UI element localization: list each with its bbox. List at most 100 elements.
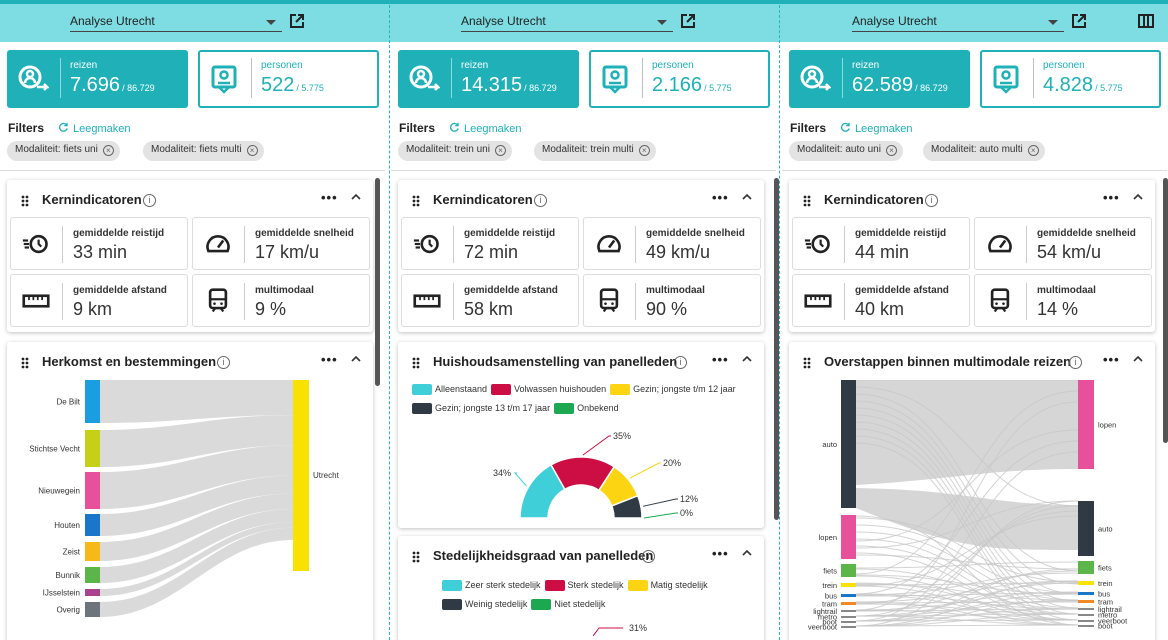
more-options-icon[interactable]: ••• [1103,190,1120,205]
legend-item[interactable]: Gezin; jongste 13 t/m 17 jaar [412,403,550,415]
reset-icon [450,122,459,132]
clear-filters-button[interactable]: Leegmaken [840,122,913,135]
sankey-link [855,524,1079,594]
legend-swatch [412,384,432,396]
scrollbar-thumb[interactable] [774,178,779,520]
sankey-link [855,440,1079,595]
drag-handle-icon[interactable] [803,195,811,207]
more-options-icon[interactable]: ••• [712,546,729,561]
info-icon[interactable]: i [925,194,938,207]
drag-handle-icon[interactable] [412,357,420,369]
info-icon[interactable]: i [642,550,655,563]
transfers-card: Overstappen binnen multimodale reizen i ••… [789,342,1155,640]
info-icon[interactable]: i [534,194,547,207]
column-divider [779,0,780,640]
persons-stat-card: personen 522/ 5.775 [198,50,379,108]
drag-handle-icon[interactable] [21,357,29,369]
kpi-tile: gemiddelde afstand 9 km [10,274,188,327]
drag-handle-icon[interactable] [21,195,29,207]
collapse-chevron-icon[interactable] [1132,192,1144,202]
open-external-icon[interactable] [680,13,696,29]
legend-item[interactable]: Volwassen huishouden [491,384,606,396]
filter-chip[interactable]: Modaliteit: auto multi × [923,141,1045,161]
clock-icon [413,234,439,254]
kpi-tile: multimodaal 14 % [974,274,1152,327]
more-options-icon[interactable]: ••• [712,190,729,205]
collapse-chevron-icon[interactable] [741,192,753,202]
sankey-node-label: Houten [54,521,80,530]
columns-icon[interactable] [1138,14,1154,28]
collapse-chevron-icon[interactable] [741,548,753,558]
drag-handle-icon[interactable] [803,357,811,369]
train-icon [599,288,619,313]
filter-chip[interactable]: Modaliteit: trein uni × [398,141,512,161]
legend-item[interactable]: Alleenstaand [412,384,487,396]
sankey-link [100,380,293,423]
drag-handle-icon[interactable] [412,195,420,207]
collapse-chevron-icon[interactable] [1132,354,1144,364]
sankey-node-label: trein [1098,579,1113,588]
open-external-icon[interactable] [289,13,305,29]
persons-count: 4.828 [1043,74,1094,96]
sankey-link [855,510,1079,605]
remove-filter-icon[interactable]: × [885,145,897,156]
remove-filter-icon[interactable]: × [246,145,258,156]
sankey-link [855,582,1079,617]
more-options-icon[interactable]: ••• [1103,352,1120,367]
sankey-node-label: veerboot [1098,617,1128,626]
divider [1033,58,1034,98]
sankey-node [85,380,100,423]
legend-item[interactable]: Gezin; jongste t/m 12 jaar [610,384,736,396]
filter-chip[interactable]: Modaliteit: auto uni × [789,141,903,161]
analysis-selector[interactable]: Analyse Utrecht [461,12,673,32]
sankey-node-label: auto [822,440,837,449]
trips-stat-card: reizen 14.315/ 86.729 [398,50,579,108]
info-icon[interactable]: i [217,356,230,369]
sankey-link [855,568,1079,610]
info-icon[interactable]: i [143,194,156,207]
sankey-link [855,442,1079,626]
sankey-node-label: Nieuwegein [38,487,80,496]
key-indicators-card: Kernindicatoren i ••• gemiddelde reistijd 33… [7,180,373,332]
column-divider [389,0,390,640]
sankey-node-label: fiets [1098,564,1112,573]
scrollbar-thumb[interactable] [1163,178,1168,443]
remove-filter-icon[interactable]: × [638,145,650,156]
legend-item[interactable]: Zeer sterk stedelijk [442,580,541,592]
filter-chip[interactable]: Modaliteit: fiets multi × [143,141,264,161]
filter-chip[interactable]: Modaliteit: fiets uni × [7,141,120,161]
remove-filter-icon[interactable]: × [494,145,506,156]
collapse-chevron-icon[interactable] [741,354,753,364]
legend-item[interactable]: Weinig stedelijk [442,599,527,611]
scrollbar-thumb[interactable] [375,178,380,386]
legend-item[interactable]: Onbekend [554,403,619,415]
remove-filter-icon[interactable]: × [102,145,114,156]
filter-chip[interactable]: Modaliteit: trein multi × [534,141,656,161]
legend-item[interactable]: Niet stedelijk [531,599,605,611]
sankey-node-label: Stichtse Vecht [29,445,80,454]
divider [844,226,845,263]
kpi-value: 58 km [464,299,514,319]
collapse-chevron-icon[interactable] [350,354,362,364]
more-options-icon[interactable]: ••• [321,352,338,367]
divider [635,283,636,320]
more-options-icon[interactable]: ••• [321,190,338,205]
analysis-selector[interactable]: Analyse Utrecht [70,12,282,32]
collapse-chevron-icon[interactable] [350,192,362,202]
drag-handle-icon[interactable] [412,551,420,563]
kpi-value: 49 km/u [646,242,711,262]
legend-item[interactable]: Matig stedelijk [627,580,708,592]
remove-filter-icon[interactable]: × [1027,145,1039,156]
trips-total: / 86.729 [122,83,155,93]
info-icon[interactable]: i [674,356,687,369]
clear-filters-button[interactable]: Leegmaken [449,122,522,135]
data-label: 20% [663,458,681,468]
legend-item[interactable]: Sterk stedelijk [544,580,624,592]
sankey-node [841,380,856,508]
clock-icon [22,234,48,254]
open-external-icon[interactable] [1071,13,1087,29]
analysis-selector[interactable]: Analyse Utrecht [852,12,1064,32]
clear-filters-button[interactable]: Leegmaken [58,122,131,135]
more-options-icon[interactable]: ••• [712,352,729,367]
info-icon[interactable]: i [1069,356,1082,369]
